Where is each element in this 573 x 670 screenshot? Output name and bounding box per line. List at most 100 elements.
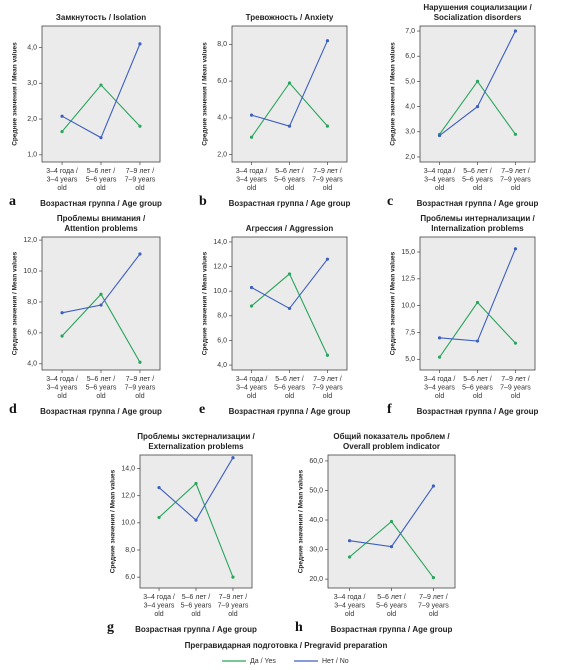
x-tick-label: 5–6 лет / — [87, 168, 116, 175]
x-tick-label: 5–6 лет / — [182, 594, 211, 601]
point — [513, 247, 518, 251]
point — [475, 79, 480, 84]
y-axis-label: Средние значения / Mean values — [202, 251, 209, 355]
point — [60, 114, 64, 118]
y-tick-label: 4,0 — [217, 362, 227, 369]
chart-title: Internalization problems — [431, 224, 524, 233]
point — [325, 353, 330, 357]
x-axis-label: Возрастная группа / Age group — [40, 199, 162, 208]
point — [99, 136, 103, 140]
y-tick-label: 60,0 — [309, 458, 323, 465]
x-tick-label: 3–4 года / — [424, 168, 456, 175]
point — [99, 292, 103, 296]
x-tick-label: 7–9 years — [125, 384, 156, 391]
point — [389, 545, 394, 549]
y-tick-label: 4,0 — [405, 103, 415, 110]
chart-title: Замкнутость / Isolation — [56, 13, 146, 22]
y-axis-label: Средние значения / Mean values — [12, 42, 19, 146]
x-tick-label: 3–4 years — [236, 176, 267, 183]
x-axis-label: Возрастная группа / Age group — [417, 199, 539, 208]
y-tick-label: 50,0 — [309, 487, 323, 494]
point — [194, 518, 198, 522]
point — [437, 336, 442, 340]
y-tick-label: 8,0 — [217, 41, 227, 48]
x-tick-label: 7–9 лет / — [126, 376, 155, 383]
y-tick-label: 3,0 — [27, 80, 37, 87]
point — [60, 129, 64, 134]
x-axis-label: Возрастная группа / Age group — [229, 199, 351, 208]
point — [347, 555, 352, 559]
x-tick-label: 5–6 лет / — [463, 168, 492, 175]
y-tick-label: 10,0 — [121, 520, 135, 527]
x-tick-label: old — [247, 185, 256, 192]
x-tick-label: old — [435, 185, 444, 192]
x-tick-label: 3–4 years — [334, 602, 365, 609]
y-tick-label: 14,0 — [121, 465, 135, 472]
chart-title: Тревожность / Anxiety — [246, 13, 334, 22]
legend-title: Прегравидарная подготовка / Pregravid pr… — [185, 641, 388, 650]
y-axis-label: Средние значения / Mean values — [202, 42, 209, 146]
point — [99, 303, 103, 307]
x-tick-label: old — [135, 393, 144, 400]
x-tick-label: old — [473, 185, 482, 192]
y-tick-label: 30,0 — [309, 546, 323, 553]
y-tick-label: 12,0 — [121, 493, 135, 500]
point — [249, 304, 254, 308]
point — [437, 355, 442, 359]
x-tick-label: 5–6 years — [86, 384, 117, 391]
y-tick-label: 12,0 — [23, 237, 37, 244]
point — [325, 124, 330, 128]
panel-letter: c — [387, 194, 393, 209]
x-tick-label: 5–6 years — [274, 384, 305, 391]
y-tick-label: 6,0 — [27, 330, 37, 337]
panel-letter: g — [107, 620, 114, 635]
y-tick-label: 8,0 — [125, 547, 135, 554]
plot-area — [231, 236, 348, 371]
point — [513, 341, 518, 345]
x-axis-label: Возрастная группа / Age group — [331, 625, 453, 634]
point — [138, 360, 142, 364]
y-tick-label: 40,0 — [309, 517, 323, 524]
y-tick-label: 1,0 — [27, 152, 37, 159]
y-tick-label: 4,0 — [27, 361, 37, 368]
panel-letter: d — [9, 402, 17, 417]
x-tick-label: old — [135, 185, 144, 192]
x-tick-label: 3–4 years — [236, 384, 267, 391]
y-tick-label: 6,0 — [125, 574, 135, 581]
point — [138, 124, 142, 128]
point — [157, 485, 161, 490]
point — [325, 257, 330, 261]
y-tick-label: 12,0 — [213, 263, 227, 270]
point — [60, 311, 64, 315]
x-tick-label: 7–9 лет / — [419, 594, 448, 601]
point — [138, 42, 142, 46]
y-tick-label: 8,0 — [217, 313, 227, 320]
x-tick-label: old — [96, 393, 105, 400]
point — [138, 252, 142, 256]
x-tick-label: old — [511, 393, 520, 400]
point — [249, 113, 254, 117]
x-tick-label: 3–4 years — [424, 384, 455, 391]
x-tick-label: old — [228, 611, 237, 618]
point — [157, 515, 161, 520]
x-tick-label: old — [473, 393, 482, 400]
x-tick-label: 7–9 years — [312, 384, 343, 391]
x-tick-label: 7–9 years — [125, 176, 156, 183]
x-tick-label: 5–6 years — [462, 384, 493, 391]
x-tick-label: 5–6 лет / — [275, 376, 304, 383]
x-tick-label: 5–6 years — [462, 176, 493, 183]
point — [287, 306, 292, 311]
point — [287, 124, 292, 128]
x-tick-label: 3–4 года / — [46, 168, 78, 175]
x-tick-label: old — [387, 611, 396, 618]
chart-title: Externalization problems — [148, 442, 244, 451]
x-tick-label: 5–6 лет / — [463, 376, 492, 383]
x-tick-label: old — [191, 611, 200, 618]
y-tick-label: 12,5 — [401, 276, 415, 283]
point — [99, 83, 103, 87]
x-tick-label: 7–9 years — [500, 384, 531, 391]
x-tick-label: old — [154, 611, 163, 618]
point — [347, 539, 352, 543]
y-tick-label: 14,0 — [213, 239, 227, 246]
